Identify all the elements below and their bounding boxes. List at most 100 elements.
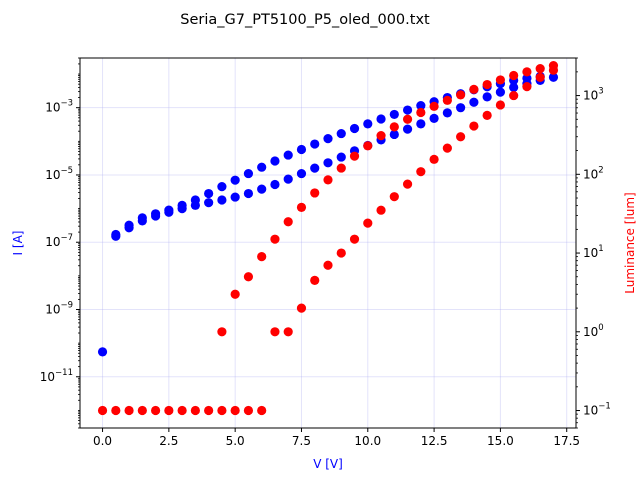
luminance-point <box>363 141 373 151</box>
current-point <box>204 188 214 199</box>
x-tick-label: 10.0 <box>354 434 381 448</box>
x-axis-label: V [V] <box>313 457 343 471</box>
y-right-tick-base: 10 <box>583 325 598 339</box>
luminance-point <box>164 405 174 416</box>
luminance-point <box>402 114 413 124</box>
current-point <box>111 229 121 240</box>
x-tick-label: 12.5 <box>421 434 448 448</box>
current-point <box>296 168 307 179</box>
y-left-tick-exponent: −7 <box>60 233 73 243</box>
y-right-tick-label: 103 <box>583 87 604 103</box>
current-point <box>456 103 466 113</box>
current-point <box>336 128 346 139</box>
x-tick-label: 15.0 <box>487 434 514 448</box>
luminance-point <box>217 327 227 337</box>
current-point <box>190 195 200 205</box>
luminance-point <box>376 131 386 141</box>
current-point <box>257 184 267 194</box>
luminance-point <box>509 70 519 81</box>
luminance-point <box>416 167 426 177</box>
current-point <box>283 150 293 160</box>
luminance-point <box>323 175 333 185</box>
data-points <box>97 61 559 416</box>
current-point <box>402 105 413 115</box>
x-tick-label: 7.5 <box>292 434 311 448</box>
luminance-point <box>177 405 187 416</box>
current-point <box>97 347 108 357</box>
luminance-point <box>522 67 532 77</box>
luminance-point <box>217 405 227 416</box>
luminance-point <box>442 95 452 105</box>
luminance-point <box>495 75 506 85</box>
x-axis: 0.0 2.5 5.0 7.5 10.0 12.5 15.0 17.5 <box>93 428 580 448</box>
current-point <box>442 108 452 118</box>
y-right-tick-base: 10 <box>583 167 598 181</box>
y-left-tick-base: 10 <box>45 235 60 249</box>
current-point <box>296 144 307 155</box>
luminance-point <box>97 405 108 416</box>
luminance-point <box>535 64 545 74</box>
y-right-tick-exponent: −1 <box>598 402 611 412</box>
current-point <box>389 129 399 140</box>
current-point <box>217 182 227 192</box>
y-left-tick-base: 10 <box>45 168 60 182</box>
y-left-tick-base: 10 <box>40 370 55 384</box>
y-axis-left-label: I [A] <box>11 231 25 256</box>
current-point <box>137 213 147 223</box>
y-right-tick-label: 100 <box>583 323 604 339</box>
current-point <box>204 198 214 208</box>
current-point <box>336 152 346 162</box>
current-point <box>389 109 399 120</box>
current-point <box>323 134 333 144</box>
luminance-point <box>469 84 479 94</box>
luminance-point <box>283 217 293 227</box>
luminance-point <box>376 205 386 215</box>
current-point <box>469 97 479 107</box>
plot-frame <box>79 57 577 429</box>
luminance-point <box>336 163 346 173</box>
y-right-tick-label: 10−1 <box>583 402 611 418</box>
luminance-point <box>270 327 280 337</box>
luminance-point <box>296 202 307 212</box>
x-tick-label: 0.0 <box>93 434 112 448</box>
luminance-point <box>150 405 161 416</box>
y-right-tick-base: 10 <box>583 404 598 418</box>
current-point <box>230 175 240 185</box>
luminance-point <box>429 101 439 111</box>
y-left-tick-label: 10−5 <box>45 166 73 182</box>
current-point <box>164 205 174 215</box>
luminance-point <box>190 405 200 416</box>
luminance-point <box>456 90 466 100</box>
luminance-point <box>296 303 307 313</box>
luminance-point <box>548 65 559 75</box>
y-left-tick-label: 10−9 <box>45 301 73 317</box>
y-left-tick-exponent: −11 <box>55 368 73 378</box>
luminance-point <box>495 100 506 110</box>
chart-title: Seria_G7_PT5100_P5_oled_000.txt <box>180 12 430 28</box>
luminance-point <box>336 248 346 258</box>
current-point <box>270 179 280 190</box>
current-point <box>230 192 240 202</box>
luminance-point <box>349 151 360 161</box>
y-right-tick-base: 10 <box>583 246 598 260</box>
luminance-point <box>522 81 532 92</box>
current-point <box>349 123 360 134</box>
current-point <box>522 73 532 83</box>
current-point <box>509 82 519 93</box>
y-right-tick-base: 10 <box>583 89 598 103</box>
current-point <box>150 209 161 219</box>
current-point <box>310 139 320 149</box>
x-tick-label: 2.5 <box>159 434 178 448</box>
current-point <box>416 101 426 111</box>
luminance-point <box>230 289 240 299</box>
y-right-tick-label: 102 <box>583 165 604 181</box>
current-point <box>416 119 426 129</box>
x-tick-label: 5.0 <box>226 434 245 448</box>
luminance-point <box>363 218 373 228</box>
luminance-point <box>482 79 492 90</box>
current-point <box>257 162 267 172</box>
